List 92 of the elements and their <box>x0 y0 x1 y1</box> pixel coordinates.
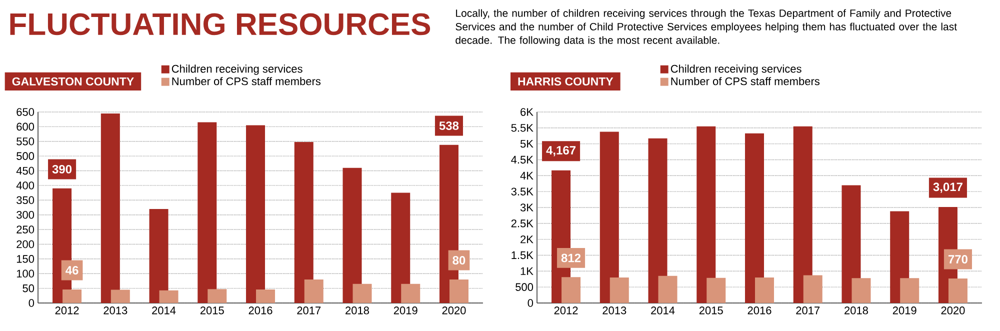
x-tick-label: 2016 <box>748 306 772 314</box>
data-label: 46 <box>66 266 78 275</box>
x-tick-label: 2014 <box>651 306 675 314</box>
y-tick-label: 450 <box>16 166 34 175</box>
y-tick-label: 3K <box>520 204 534 212</box>
y-tick-label: 550 <box>16 137 34 146</box>
bar <box>600 132 619 303</box>
y-tick-label: 0 <box>28 299 34 307</box>
bar <box>754 278 774 303</box>
bar <box>208 289 227 303</box>
bar <box>149 208 168 303</box>
bar <box>401 284 420 303</box>
bar <box>449 279 468 303</box>
y-tick-label: 1.5K <box>512 251 534 260</box>
x-tick-label: 2013 <box>602 306 626 314</box>
x-tick-label: 2018 <box>844 306 868 314</box>
x-tick-label: 2013 <box>104 306 128 314</box>
bar <box>745 133 764 303</box>
bar <box>198 122 217 303</box>
y-tick-label: 250 <box>16 226 34 234</box>
x-tick-label: 2015 <box>699 306 723 314</box>
y-tick-label: 50 <box>22 284 34 292</box>
y-tick-label: 100 <box>16 270 34 278</box>
bar <box>294 142 314 303</box>
x-tick-label: 2020 <box>442 306 466 314</box>
data-label: 390 <box>52 164 72 174</box>
y-tick-label: 4K <box>520 172 534 180</box>
bar <box>658 276 678 303</box>
chart-title: HARRIS COUNTY <box>518 77 614 86</box>
y-tick-label: 500 <box>516 283 534 291</box>
y-tick-label: 6K <box>520 108 534 116</box>
x-tick-label: 2015 <box>200 306 224 314</box>
y-tick-label: 0 <box>528 299 534 307</box>
x-tick-label: 2020 <box>941 306 965 314</box>
bar <box>110 290 130 303</box>
text: Locally, the number of children receiving services through the Texas Department of Family and Protective Services and the number of Child Protective Services employees helping them has fluctuated over the last decade. The following data is the most recent available. <box>456 9 957 46</box>
x-tick-label: 2017 <box>297 306 321 314</box>
y-tick-label: 2K <box>520 235 534 244</box>
bar <box>948 278 968 303</box>
bar <box>304 279 324 303</box>
x-tick-label: 2012 <box>554 306 578 314</box>
legend-label: Number of CPS staff members <box>671 77 820 86</box>
data-label: 770 <box>948 255 968 264</box>
x-tick-label: 2019 <box>892 306 916 314</box>
legend-label: Children receiving services <box>670 64 802 75</box>
bar <box>696 126 716 303</box>
bar <box>342 168 362 303</box>
legend-label: Number of CPS staff members <box>172 77 321 86</box>
data-label: 812 <box>561 254 581 262</box>
y-tick-label: 600 <box>16 122 34 131</box>
x-tick-label: 2018 <box>346 306 369 314</box>
bar <box>100 113 120 303</box>
bar <box>803 275 822 303</box>
y-tick-label: 5.5K <box>511 124 534 132</box>
bar <box>648 138 668 303</box>
data-label: 80 <box>452 256 466 265</box>
chart-title: GALVESTON COUNTY <box>12 77 134 86</box>
y-tick-label: 500 <box>16 152 34 160</box>
data-label: 538 <box>439 121 459 130</box>
y-tick-label: 650 <box>16 108 34 116</box>
bar <box>793 126 812 303</box>
bar <box>159 290 178 303</box>
bar <box>610 278 629 303</box>
x-tick-label: 2014 <box>152 306 176 314</box>
y-tick-label: 3.5K <box>511 188 534 196</box>
x-tick-label: 2017 <box>796 306 820 314</box>
x-tick-label: 2019 <box>394 306 418 314</box>
bar <box>246 125 266 303</box>
data-label: 3,017 <box>933 182 962 193</box>
bar <box>842 185 861 303</box>
bar <box>62 289 82 303</box>
bar <box>352 284 372 303</box>
y-tick-label: 200 <box>16 240 34 248</box>
y-tick-label: 4.5K <box>511 156 534 164</box>
x-tick-label: 2016 <box>248 306 272 314</box>
bar <box>562 277 581 303</box>
bar <box>391 192 410 303</box>
data-label: 4,167 <box>546 146 576 156</box>
y-tick-label: 150 <box>16 255 34 263</box>
y-tick-label: 350 <box>16 196 34 204</box>
bar <box>852 278 871 303</box>
bar <box>900 278 920 303</box>
bar <box>256 289 276 303</box>
text: FLUCTUATING RESOURCES <box>10 13 430 36</box>
legend-label: Children receiving services <box>172 64 302 75</box>
y-tick-label: 400 <box>16 182 34 190</box>
y-tick-label: 2.5K <box>511 220 534 228</box>
y-tick-label: 1K <box>520 267 534 275</box>
y-tick-label: 300 <box>16 210 34 219</box>
x-tick-label: 2012 <box>55 306 79 314</box>
y-tick-label: 5K <box>520 140 534 148</box>
bar <box>706 278 726 303</box>
